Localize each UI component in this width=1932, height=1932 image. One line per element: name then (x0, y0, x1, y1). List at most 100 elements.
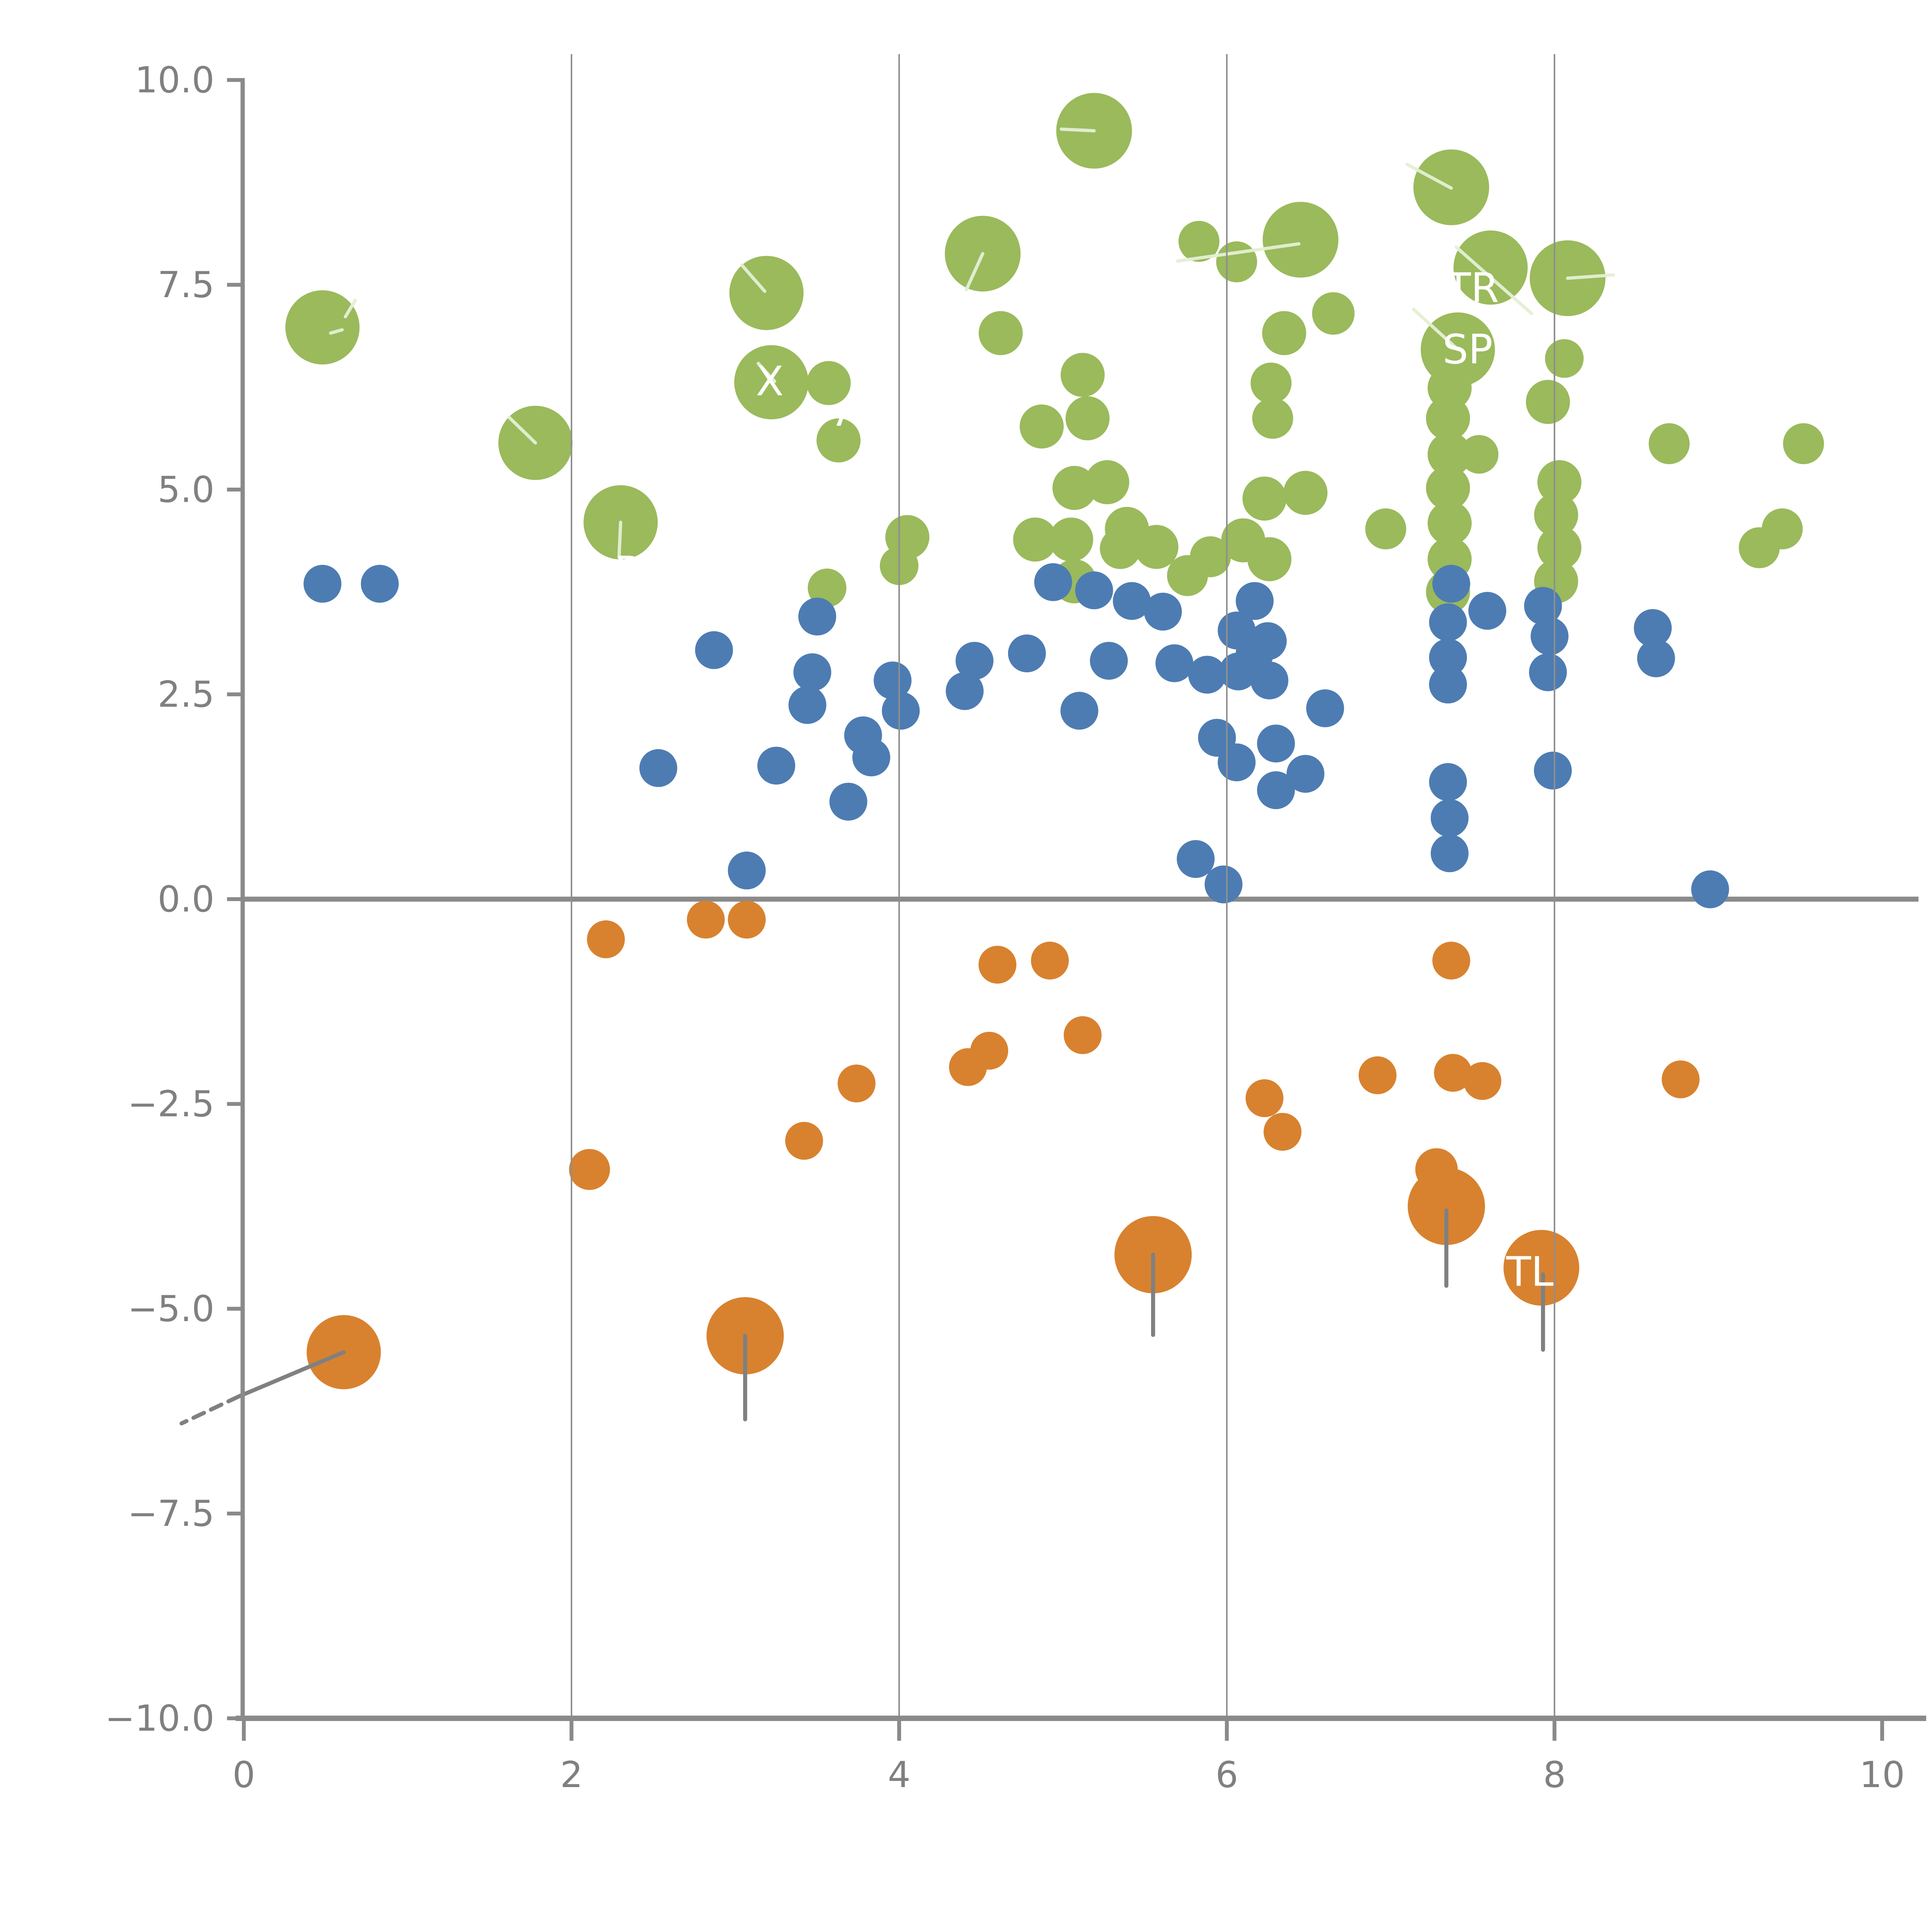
bubble-label-X: X (756, 358, 784, 405)
data-point-blue (1429, 665, 1467, 704)
data-point-blue (1534, 752, 1572, 790)
data-point-blue (1060, 692, 1099, 730)
annotation-leader-line (1454, 245, 1533, 315)
data-point-blue (946, 672, 984, 710)
x-tick-label: 2 (560, 1754, 583, 1796)
data-point-green (1065, 396, 1110, 440)
data-point-blue (1468, 592, 1507, 630)
data-point-green (1312, 292, 1355, 335)
data-point-green (1085, 460, 1129, 504)
data-point-green (978, 311, 1023, 355)
x-tick-label: 4 (888, 1754, 911, 1796)
data-point-green (806, 361, 851, 405)
data-point-blue (1529, 653, 1567, 691)
data-point-blue (1429, 603, 1467, 641)
data-point-blue (1250, 661, 1289, 699)
data-point-blue (1090, 642, 1128, 680)
data-point-orange (1662, 1060, 1700, 1099)
data-point-blue (695, 631, 733, 669)
data-point-orange (978, 946, 1017, 984)
data-point-green (285, 290, 360, 365)
data-point-orange (1415, 1148, 1458, 1191)
data-point-green (729, 256, 804, 330)
data-point-blue (1432, 565, 1470, 603)
data-point-blue (788, 686, 827, 724)
data-point-green (1060, 353, 1105, 397)
data-point-blue (1204, 865, 1243, 903)
data-point-orange (1503, 1230, 1580, 1306)
data-point-orange (970, 1032, 1009, 1070)
data-point-blue (852, 738, 890, 777)
data-point-green (1019, 404, 1064, 449)
data-point-blue (874, 661, 912, 699)
data-point-green (1739, 527, 1780, 568)
data-point-green (1049, 517, 1094, 562)
data-point-green (1453, 230, 1528, 305)
annotation-leader-line (344, 299, 357, 318)
data-point-green (1216, 241, 1257, 282)
data-point-blue (1008, 634, 1046, 673)
data-point-blue (1144, 592, 1182, 631)
data-point-green (1013, 517, 1057, 562)
data-point-blue (1219, 652, 1257, 690)
data-point-green (1052, 466, 1097, 510)
data-point-blue (798, 597, 836, 636)
data-point-blue (639, 749, 677, 787)
data-point-orange (1432, 942, 1470, 980)
data-point-blue (1691, 870, 1729, 908)
y-tick-label: −2.5 (128, 1083, 214, 1125)
annotation-leader-line (179, 1394, 241, 1426)
data-point-green (1545, 339, 1584, 378)
data-point-blue (1155, 644, 1194, 682)
data-point-blue (1236, 582, 1274, 620)
annotation-leader-line (1405, 163, 1453, 190)
data-point-green (808, 568, 847, 607)
data-point-blue (1524, 587, 1562, 625)
data-point-blue (303, 565, 342, 603)
data-point-orange (837, 1065, 876, 1102)
data-point-green (1242, 476, 1287, 521)
data-point-green (1100, 528, 1141, 569)
data-point-orange (728, 901, 766, 939)
data-point-green (1250, 362, 1292, 404)
data-point-green (1426, 466, 1470, 510)
x-tick-label: 8 (1543, 1754, 1566, 1796)
data-point-blue (1034, 563, 1072, 601)
data-point-green (1190, 536, 1231, 577)
annotation-leader-line (757, 362, 777, 383)
annotation-leader-line (237, 1350, 346, 1399)
data-point-blue (1634, 609, 1672, 647)
y-tick-label: −10.0 (105, 1697, 214, 1739)
data-point-green (1247, 537, 1292, 582)
annotation-leader-line (1412, 308, 1460, 351)
x-tick-label: 6 (1216, 1754, 1238, 1796)
data-point-blue (1286, 755, 1325, 793)
annotation-leader-line (1176, 242, 1301, 263)
data-point-green (1134, 525, 1179, 569)
annotation-leader-line (1566, 273, 1615, 280)
bubble-label-A: A (836, 388, 864, 435)
y-tick-label: −5.0 (128, 1288, 214, 1330)
data-point-green (734, 345, 809, 420)
data-point-green (1783, 423, 1824, 464)
data-point-green (1459, 435, 1498, 474)
y-tick-label: −7.5 (128, 1493, 214, 1534)
x-tick-label: 10 (1859, 1754, 1905, 1796)
bubble-label-SP: SP (1442, 326, 1493, 373)
data-point-orange (1245, 1079, 1284, 1117)
y-tick-label: 0.0 (158, 878, 214, 920)
data-point-blue (793, 653, 832, 691)
data-point-green (1365, 508, 1406, 549)
data-point-orange (687, 901, 725, 939)
data-point-blue (1257, 771, 1295, 810)
data-point-blue (1075, 571, 1113, 609)
annotation-leader-line (1060, 127, 1096, 133)
data-point-green (1283, 471, 1328, 515)
data-point-orange (1264, 1113, 1302, 1151)
annotation-leader-line (507, 416, 537, 445)
data-point-orange (569, 1149, 610, 1190)
data-point-blue (1429, 763, 1467, 801)
y-tick-label: 2.5 (158, 673, 214, 715)
data-point-green (1427, 432, 1472, 476)
